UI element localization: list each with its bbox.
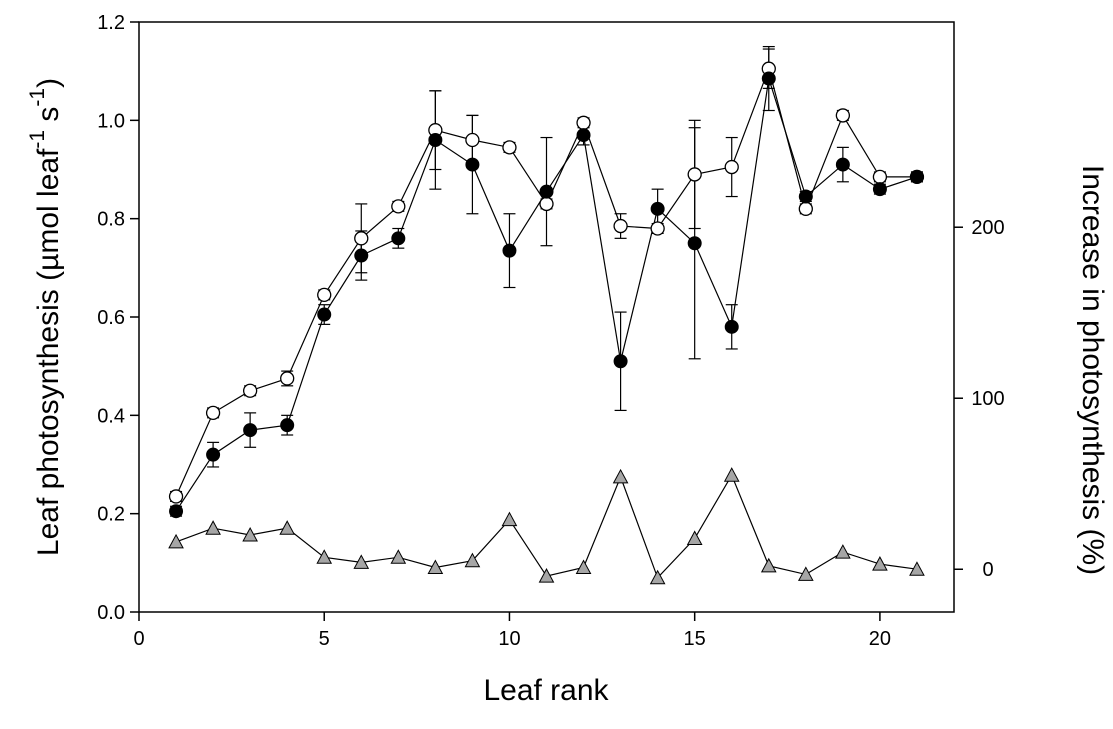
data-point-open-circle — [798, 201, 813, 216]
y-tick-label: 0.2 — [97, 504, 125, 526]
ticks: 0 5 10 15 20 0.0 0.2 0.4 0.6 0.8 1.0 1.2 0 100 200 — [97, 12, 1005, 650]
data-point-filled-circle — [724, 319, 739, 334]
data-point-gray-triangle — [649, 569, 666, 585]
data-point-gray-triangle — [205, 520, 221, 535]
data-point-gray-triangle — [686, 530, 703, 545]
data-point-open-circle — [168, 489, 184, 504]
x-tick-label: 15 — [684, 628, 706, 650]
data-point-gray-triangle — [501, 511, 518, 527]
data-point-gray-triangle — [612, 468, 629, 484]
data-point-gray-triangle — [316, 549, 333, 564]
data-point-gray-triangle — [242, 526, 258, 542]
data-point-open-circle — [242, 383, 258, 398]
x-tick-label: 20 — [869, 628, 891, 650]
y-axis-title: Leaf photosynthesis (µmol leaf-1 s-1) — [26, 78, 65, 556]
y-tick-label: 0.6 — [97, 307, 125, 329]
data-point-filled-circle — [576, 128, 591, 143]
data-point-filled-circle — [687, 236, 702, 251]
y2-tick-label: 100 — [971, 388, 1004, 410]
y-axis-title-end: ) — [32, 78, 65, 88]
data-point-filled-circle — [243, 423, 258, 438]
data-point-open-circle — [280, 371, 295, 386]
data-point-gray-triangle — [168, 533, 184, 549]
data-point-gray-triangle — [797, 566, 814, 581]
y-tick-label: 0.4 — [97, 405, 125, 427]
y2-axis-title: Increase in photosynthesis (%) — [1076, 165, 1109, 575]
data-point-open-circle — [650, 221, 665, 236]
data-point-gray-triangle — [427, 559, 444, 575]
data-point-filled-circle — [280, 418, 295, 433]
data-point-gray-triangle — [575, 559, 592, 575]
x-axis-title: Leaf rank — [483, 674, 609, 707]
data-point-open-circle — [613, 218, 628, 234]
data-point-open-circle — [354, 231, 369, 246]
data-point-open-circle — [539, 196, 554, 212]
error-bars — [170, 45, 923, 517]
data-point-filled-circle — [835, 157, 850, 172]
data-point-filled-circle — [872, 182, 887, 197]
data-point-filled-circle — [169, 504, 184, 519]
y-tick-label: 0.8 — [97, 209, 125, 231]
data-point-open-circle — [465, 132, 480, 148]
data-point-open-circle — [317, 287, 332, 303]
data-point-gray-triangle — [909, 561, 925, 576]
x-tick-label: 10 — [498, 628, 520, 650]
y-axis-title-sup1: -1 — [26, 130, 49, 149]
data-point-open-circle — [724, 159, 739, 175]
data-point-open-circle — [391, 199, 406, 214]
plot-frame — [138, 21, 955, 613]
data-point-filled-circle — [465, 157, 480, 172]
data-point-filled-circle — [354, 248, 369, 263]
markers — [168, 61, 925, 585]
data-point-open-circle — [502, 140, 517, 155]
data-point-gray-triangle — [353, 554, 370, 569]
data-point-gray-triangle — [872, 556, 888, 571]
data-point-filled-circle — [761, 71, 776, 86]
data-point-filled-circle — [502, 243, 517, 258]
data-point-gray-triangle — [279, 520, 296, 535]
data-point-open-circle — [205, 405, 221, 421]
y-axis-title-mid: s — [32, 107, 65, 130]
data-point-open-circle — [872, 169, 888, 185]
data-point-gray-triangle — [835, 544, 851, 559]
data-point-gray-triangle — [723, 467, 740, 482]
data-point-filled-circle — [798, 189, 813, 204]
data-point-gray-triangle — [538, 568, 555, 583]
y-axis-title-main: Leaf photosynthesis (µmol leaf — [32, 148, 65, 556]
x-tick-label: 5 — [319, 628, 330, 650]
y-tick-label: 1.0 — [97, 110, 125, 132]
y-axis-title-sup2: -1 — [26, 88, 49, 107]
data-point-filled-circle — [909, 169, 924, 184]
data-point-open-circle — [576, 115, 591, 130]
data-point-open-circle — [835, 108, 851, 123]
data-point-gray-triangle — [390, 549, 407, 564]
y-tick-label: 0.0 — [97, 602, 125, 624]
data-point-filled-circle — [539, 184, 554, 199]
y2-tick-label: 0 — [982, 559, 993, 581]
data-point-open-circle — [687, 167, 702, 182]
data-point-filled-circle — [206, 447, 221, 462]
data-point-filled-circle — [650, 201, 665, 216]
y2-tick-label: 200 — [971, 217, 1004, 239]
data-point-filled-circle — [613, 354, 628, 369]
data-point-filled-circle — [428, 133, 443, 147]
data-point-filled-circle — [317, 307, 332, 322]
y-tick-label: 1.2 — [97, 12, 125, 34]
data-point-filled-circle — [391, 231, 406, 246]
data-point-gray-triangle — [760, 557, 777, 573]
data-point-gray-triangle — [464, 552, 481, 568]
x-tick-label: 0 — [133, 628, 144, 650]
